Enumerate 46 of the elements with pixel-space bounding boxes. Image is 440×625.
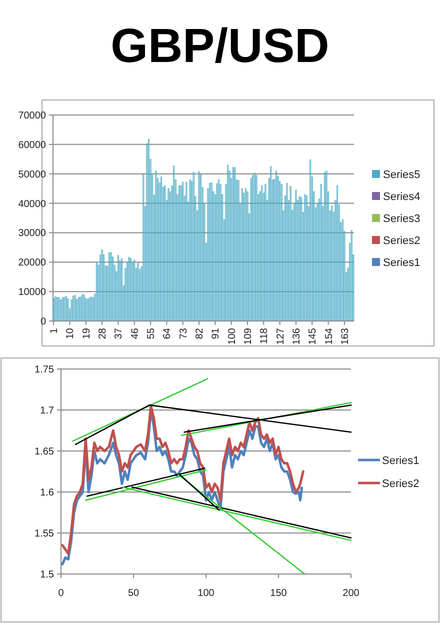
- legend-label: Series2: [382, 478, 420, 490]
- chart-title: GBP/USD: [110, 20, 330, 73]
- x-tick-label: 145: [308, 328, 319, 345]
- x-tick-label: 64: [162, 328, 174, 340]
- x-tick-label: 73: [178, 328, 190, 340]
- x-tick-label: 91: [210, 328, 222, 340]
- x-tick-label: 100: [198, 588, 215, 599]
- x-tick-label: 10: [65, 328, 76, 340]
- x-tick-label: 127: [275, 328, 286, 345]
- x-tick-label: 163: [340, 328, 351, 345]
- x-tick-label: 1: [49, 328, 60, 334]
- x-tick-label: 100: [226, 328, 238, 345]
- y-tick-label: 50000: [18, 169, 46, 180]
- y-tick-label: 0: [40, 316, 46, 328]
- x-tick-label: 19: [81, 328, 92, 340]
- legend-label: Series1: [383, 257, 420, 269]
- x-tick-label: 55: [146, 328, 158, 340]
- legend-label: Series4: [383, 191, 420, 203]
- x-tick-label: 109: [242, 328, 254, 345]
- y-tick-label: 1.6: [40, 488, 54, 498]
- y-tick-label: 1.5: [40, 570, 54, 580]
- legend-label: Series2: [383, 235, 420, 247]
- legend-label: Series1: [382, 455, 420, 467]
- y-tick-label: 70000: [18, 110, 46, 122]
- x-tick-label: 46: [130, 328, 141, 340]
- x-tick-label: 82: [194, 328, 206, 340]
- x-tick-label: 0: [58, 588, 64, 599]
- legend-label: Series3: [383, 213, 420, 225]
- y-tick-label: 40000: [18, 198, 46, 210]
- x-tick-label: 154: [324, 328, 335, 345]
- x-tick-label: 118: [259, 328, 270, 344]
- x-tick-label: 50: [128, 588, 140, 599]
- y-tick-label: 30000: [18, 228, 46, 240]
- y-tick-label: 60000: [18, 140, 46, 151]
- x-tick-label: 28: [98, 328, 109, 340]
- x-tick-label: 136: [291, 328, 302, 345]
- x-tick-label: 200: [342, 588, 360, 599]
- x-tick-label: 150: [270, 588, 288, 599]
- y-tick-label: 10000: [18, 287, 46, 298]
- x-tick-label: 37: [114, 328, 125, 340]
- legend-label: Series5: [383, 169, 420, 181]
- y-tick-label: 1.7: [40, 406, 54, 416]
- y-tick-label: 1.75: [34, 364, 54, 376]
- y-tick-label: 1.55: [34, 528, 54, 540]
- y-tick-label: 1.65: [34, 446, 54, 458]
- y-tick-label: 20000: [18, 258, 46, 269]
